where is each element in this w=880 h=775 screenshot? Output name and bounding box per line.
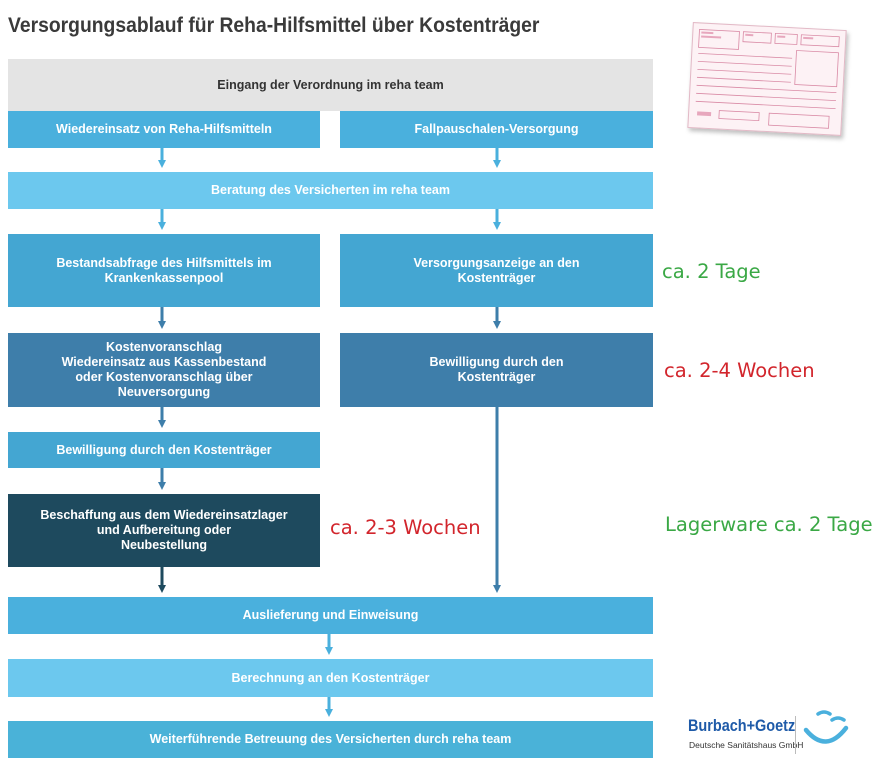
company-logo-subtitle: Deutsche Sanitätshaus GmbH bbox=[689, 740, 804, 750]
diagram-title: Versorgungsablauf für Reha-Hilfsmittel ü… bbox=[8, 14, 540, 37]
logo-divider bbox=[795, 716, 796, 754]
box-berechnung: Berechnung an den Kostenträger bbox=[8, 659, 653, 697]
box-beratung: Beratung des Versicherten im reha team bbox=[8, 172, 653, 209]
note-lagerware: Lagerware ca. 2 Tage bbox=[665, 513, 873, 536]
box-weiterfuehrend: Weiterführende Betreuung des Versicherte… bbox=[8, 721, 653, 758]
box-beschaffung: Beschaffung aus dem Wiedereinsatzlager u… bbox=[8, 494, 320, 567]
note-two-days: ca. 2 Tage bbox=[662, 260, 761, 283]
company-logo-name: Burbach+Goetz bbox=[688, 716, 796, 735]
box-bewilligung-right: Bewilligung durch den Kostenträger bbox=[340, 333, 653, 407]
smile-logo-icon bbox=[803, 710, 849, 744]
box-bewilligung-left: Bewilligung durch den Kostenträger bbox=[8, 432, 320, 468]
box-kostenvoranschlag: Kostenvoranschlag Wiedereinsatz aus Kass… bbox=[8, 333, 320, 407]
box-wiedereinsatz: Wiedereinsatz von Reha-Hilfsmitteln bbox=[8, 111, 320, 148]
box-fallpauschalen: Fallpauschalen-Versorgung bbox=[340, 111, 653, 148]
note-two-three-weeks: ca. 2-3 Wochen bbox=[330, 516, 481, 539]
box-eingang-verordnung: Eingang der Verordnung im reha team bbox=[8, 59, 653, 111]
prescription-form-image bbox=[687, 22, 847, 136]
box-versorgungsanzeige: Versorgungsanzeige an den Kostenträger bbox=[340, 234, 653, 307]
box-auslieferung: Auslieferung und Einweisung bbox=[8, 597, 653, 634]
note-two-four-weeks: ca. 2-4 Wochen bbox=[664, 359, 815, 382]
box-bestandsabfrage: Bestandsabfrage des Hilfsmittels im Kran… bbox=[8, 234, 320, 307]
